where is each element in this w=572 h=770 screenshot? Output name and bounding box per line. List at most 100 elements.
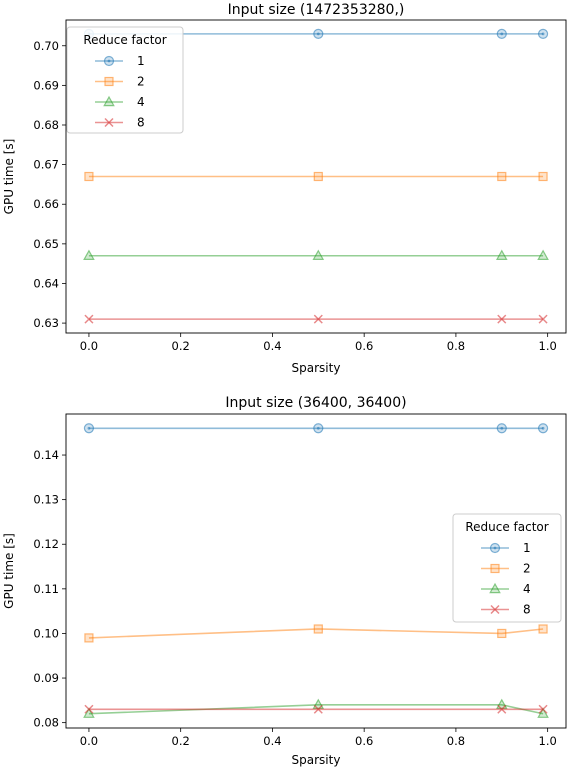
series-8-point [497, 314, 507, 324]
series-2-point [84, 633, 94, 643]
series-8-point [84, 704, 94, 714]
series-2-point [497, 628, 507, 639]
legend-label-8: 8 [523, 603, 531, 617]
legend-marker-8 [490, 604, 500, 615]
series-8-point [84, 314, 94, 324]
series-2 [84, 624, 548, 643]
chart-title: Input size (1472353280,) [228, 2, 405, 18]
series-1-point-dot [500, 426, 504, 430]
legend-label-2: 2 [523, 562, 531, 576]
legend-label-4: 4 [137, 95, 145, 109]
y-tick-label: 0.66 [33, 197, 59, 211]
series-1 [83, 423, 549, 434]
series-8 [84, 704, 548, 714]
y-tick-label: 0.12 [33, 537, 59, 551]
chart-title: Input size (36400, 36400) [225, 395, 406, 411]
series-4-point [312, 249, 325, 260]
x-tick-label: 0.2 [172, 339, 190, 353]
y-tick-label: 0.64 [33, 276, 59, 290]
series-8-point [313, 704, 323, 714]
x-tick-label: 0.2 [172, 734, 190, 748]
y-tick-label: 0.68 [33, 118, 59, 132]
series-2-point [313, 171, 323, 182]
x-tick-label: 0.8 [447, 339, 465, 353]
x-tick-label: 0.6 [355, 734, 373, 748]
x-tick-label: 0.0 [80, 339, 98, 353]
series-1-point [537, 423, 549, 434]
y-tick-label: 0.09 [33, 671, 59, 685]
x-tick-label: 0.8 [447, 734, 465, 748]
legend-label-1: 1 [137, 54, 145, 68]
legend-title: Reduce factor [83, 33, 166, 47]
legend-marker-1 [489, 542, 501, 554]
legend-label-4: 4 [523, 582, 531, 596]
legend-label-8: 8 [137, 116, 145, 130]
y-tick-label: 0.63 [33, 316, 59, 330]
series-1-point-dot [500, 32, 504, 36]
y-tick-label: 0.70 [33, 39, 59, 53]
y-tick-label: 0.08 [33, 716, 59, 730]
series-2-line [88, 628, 544, 639]
series-2-point [497, 171, 507, 182]
series-1-point [313, 28, 324, 39]
legend: Reduce factor 1 2 4 8 [66, 26, 184, 134]
series-1-point [537, 28, 549, 39]
series-4-point [537, 249, 549, 260]
legend-marker-2 [490, 563, 500, 574]
legend-marker-4 [489, 582, 501, 594]
series-1-point [496, 423, 507, 434]
chart-2: Input size (36400, 36400) 0.0 0.2 0.4 0.6 0.8… [2, 395, 567, 767]
legend-marker-8 [104, 117, 114, 128]
legend-marker-1-dot [107, 59, 111, 63]
legend-label-2: 2 [137, 75, 145, 89]
series-1-point-dot [541, 32, 545, 36]
series-2-point [84, 171, 94, 182]
x-tick-label: 0.4 [263, 339, 281, 353]
series-1-point [313, 423, 324, 434]
plot-frame [65, 413, 567, 729]
x-axis-label: Sparsity [292, 361, 341, 375]
x-axis-label: Sparsity [292, 753, 341, 767]
y-tick-label: 0.11 [33, 582, 59, 596]
y-tick-label: 0.65 [33, 237, 59, 251]
series-1-point [496, 28, 507, 39]
series-8-point [313, 314, 323, 324]
series-1-point-dot [316, 32, 320, 36]
legend-box [66, 26, 184, 134]
series-2-point [538, 171, 548, 182]
x-tick-label: 1.0 [539, 339, 557, 353]
series-8-point [538, 704, 548, 714]
x-tick-label: 0.0 [80, 734, 98, 748]
y-tick-label: 0.13 [33, 493, 59, 507]
series-4-point [83, 707, 95, 718]
series-1-point-dot [541, 426, 545, 430]
x-tick-label: 1.0 [539, 734, 557, 748]
series-8-point [538, 314, 548, 324]
series-8 [84, 314, 548, 324]
series-4-point [495, 249, 508, 260]
series-2 [84, 171, 548, 182]
y-tick-label: 0.10 [33, 626, 59, 640]
y-tick-label: 0.69 [33, 78, 59, 92]
y-tick-label: 0.14 [33, 448, 59, 462]
series-8-point [497, 704, 507, 714]
y-axis-label: GPU time [s] [2, 533, 16, 609]
series-1-point-dot [87, 426, 91, 430]
y-axis-label: GPU time [s] [2, 139, 16, 215]
legend: Reduce factor 1 2 4 8 [452, 513, 562, 623]
series-2-point [313, 624, 323, 634]
x-tick-label: 0.6 [355, 339, 373, 353]
series-4-point [537, 707, 549, 718]
series-1-point-dot [316, 426, 320, 430]
legend-label-1: 1 [523, 541, 531, 555]
chart-1: Input size (1472353280,) 0.0 0.2 0.4 0.6 0.8 1… [2, 2, 567, 375]
legend-marker-1 [103, 55, 115, 67]
legend-marker-2 [104, 76, 114, 87]
legend-marker-4 [103, 95, 115, 107]
legend-title: Reduce factor [465, 520, 548, 534]
y-tick-label: 0.67 [33, 158, 59, 172]
plot-frame [65, 19, 567, 334]
series-4-point [83, 249, 95, 260]
series-4 [83, 249, 549, 260]
